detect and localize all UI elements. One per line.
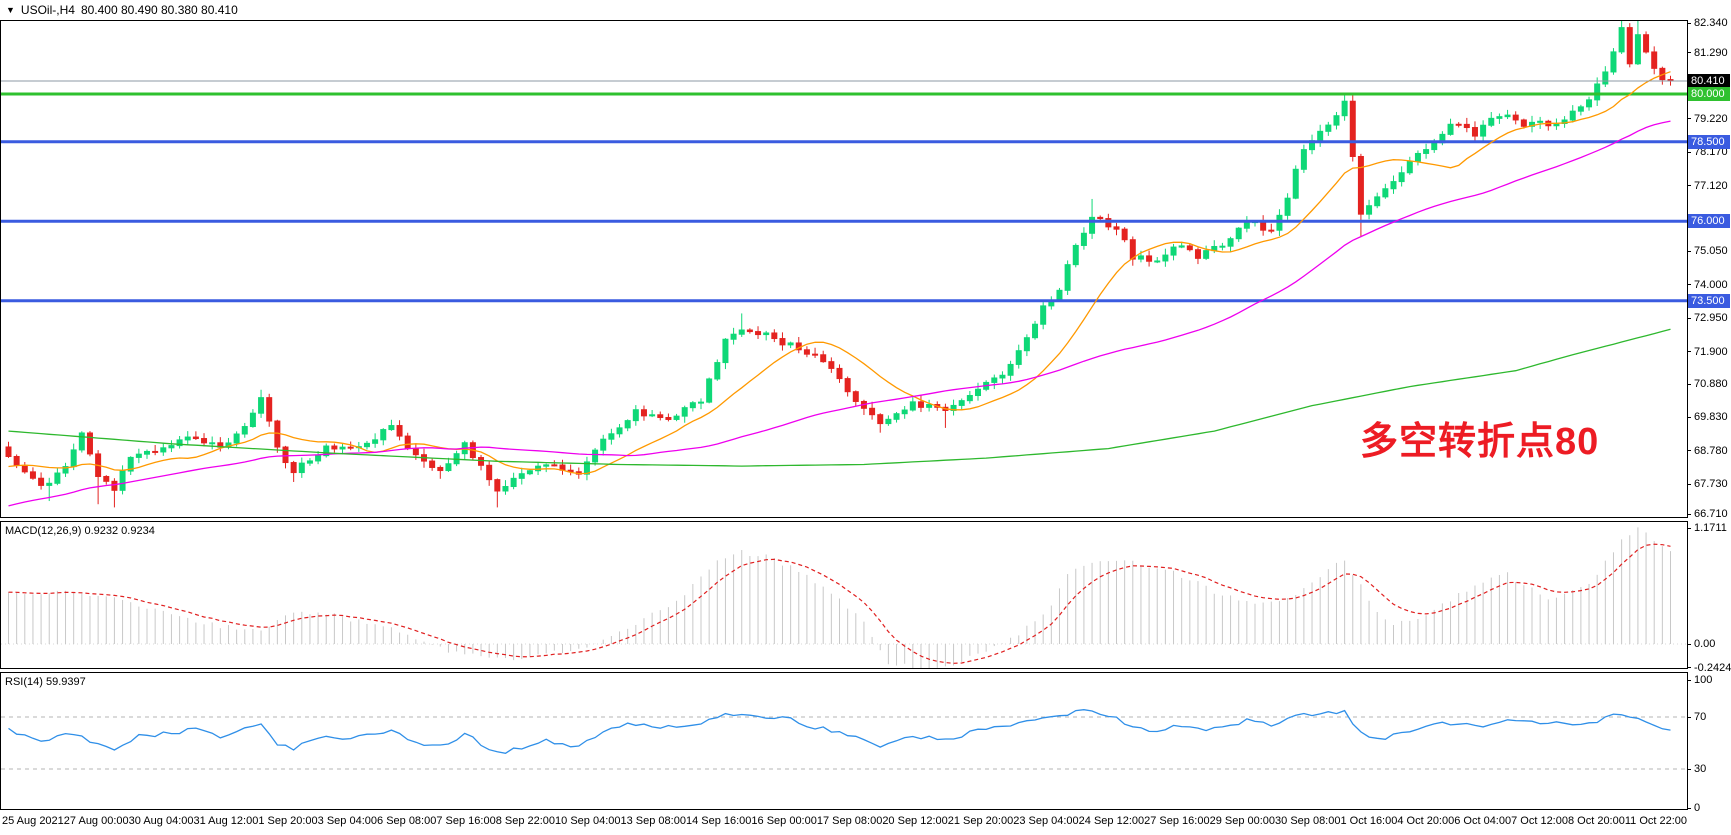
time-axis-label: 11 Oct 22:00 bbox=[1624, 815, 1688, 827]
macd-axis-label: -0.2424 bbox=[1694, 661, 1731, 674]
chart-symbol-period: USOil-,H4 bbox=[20, 3, 75, 17]
candlestick-chart[interactable] bbox=[1, 21, 1687, 517]
rsi-axis-label: 70 bbox=[1694, 711, 1707, 723]
price-tick-label: 70.880 bbox=[1694, 378, 1728, 391]
rsi-axis-label-tick bbox=[1687, 768, 1691, 770]
price-tick-label-tick bbox=[1687, 450, 1691, 452]
time-axis-label: 6 Oct 04:00 bbox=[1454, 815, 1512, 827]
rsi-axis-label-tick bbox=[1687, 716, 1691, 718]
time-axis-label: 8 Oct 20:00 bbox=[1567, 815, 1625, 827]
rsi-axis-label: 0 bbox=[1694, 802, 1701, 814]
time-axis-label: 29 Sep 00:00 bbox=[1209, 815, 1276, 827]
price-tick-label-tick bbox=[1687, 383, 1691, 385]
macd-axis-label: 0.00 bbox=[1694, 638, 1716, 650]
price-tick-label: 81.290 bbox=[1694, 46, 1728, 59]
time-axis-label: 21 Sep 20:00 bbox=[947, 815, 1014, 827]
time-axis-label: 24 Sep 12:00 bbox=[1078, 815, 1145, 827]
time-axis-label: 10 Sep 04:00 bbox=[555, 815, 621, 827]
time-axis-label: 31 Aug 12:00 bbox=[193, 815, 259, 827]
price-tick-label: 72.950 bbox=[1694, 312, 1728, 325]
time-axis-label: 7 Oct 12:00 bbox=[1511, 815, 1568, 827]
price-tick-label-tick bbox=[1687, 351, 1691, 353]
price-tick-label-tick bbox=[1687, 416, 1691, 418]
macd-indicator-panel[interactable]: MACD(12,26,9) 0.9232 0.9234 bbox=[0, 521, 1688, 669]
price-tick-label: 82.340 bbox=[1694, 17, 1728, 29]
price-tick-label-tick bbox=[1687, 250, 1691, 252]
price-line-label: 80.410 bbox=[1688, 73, 1730, 88]
time-axis-label: 14 Sep 16:00 bbox=[685, 815, 752, 827]
time-axis-label: 1 Oct 16:00 bbox=[1340, 815, 1398, 827]
price-tick-label-tick bbox=[1687, 513, 1691, 515]
price-tick-label: 69.830 bbox=[1694, 411, 1728, 424]
time-axis-label: 30 Aug 04:00 bbox=[128, 815, 194, 827]
time-axis-label: 8 Sep 22:00 bbox=[495, 815, 556, 827]
price-axis[interactable]: 82.340 81.290 79.220 78.170 77.120 75.050 74.0… bbox=[1687, 0, 1731, 814]
price-tick-label: 71.900 bbox=[1694, 345, 1728, 358]
price-tick-label-tick bbox=[1687, 22, 1691, 24]
price-tick-label-tick bbox=[1687, 52, 1691, 54]
time-axis-label: 30 Sep 08:00 bbox=[1275, 815, 1341, 827]
price-tick-label-tick bbox=[1687, 185, 1691, 187]
price-line-label: 80.000 bbox=[1688, 87, 1730, 101]
price-tick-label-tick bbox=[1687, 284, 1691, 286]
chart-title: ▼ USOil-,H4 80.400 80.490 80.380 80.410 bbox=[6, 3, 238, 17]
macd-axis-label-tick bbox=[1687, 643, 1691, 645]
price-tick-label: 67.730 bbox=[1694, 478, 1728, 491]
price-tick-label: 79.220 bbox=[1694, 112, 1728, 125]
macd-label: MACD(12,26,9) 0.9232 0.9234 bbox=[5, 525, 155, 537]
price-chart-panel[interactable] bbox=[0, 20, 1688, 518]
rsi-chart[interactable] bbox=[1, 673, 1687, 809]
price-line-label: 78.500 bbox=[1688, 134, 1730, 149]
price-tick-label-tick bbox=[1687, 151, 1691, 153]
rsi-axis-label-tick bbox=[1687, 679, 1691, 681]
rsi-axis-label-tick bbox=[1687, 807, 1691, 809]
time-axis-label: 20 Sep 12:00 bbox=[882, 815, 948, 827]
macd-axis-label: 1.1711 bbox=[1694, 522, 1727, 535]
time-axis-label: 7 Sep 16:00 bbox=[436, 815, 496, 827]
price-tick-label: 77.120 bbox=[1694, 179, 1728, 192]
price-tick-label-tick bbox=[1687, 483, 1691, 485]
time-axis-label: 1 Sep 20:00 bbox=[258, 815, 318, 827]
time-axis-label: 27 Sep 16:00 bbox=[1144, 815, 1210, 827]
price-tick-label: 68.780 bbox=[1694, 444, 1728, 457]
time-axis-label: 16 Sep 00:00 bbox=[751, 815, 817, 827]
price-line-label: 76.000 bbox=[1688, 214, 1730, 229]
time-axis-label: 4 Oct 20:00 bbox=[1397, 815, 1455, 827]
macd-axis-label-tick bbox=[1687, 667, 1691, 669]
price-line-label: 73.500 bbox=[1688, 293, 1730, 308]
time-axis-label: 23 Sep 04:00 bbox=[1013, 815, 1079, 827]
time-axis-label: 6 Sep 08:00 bbox=[377, 815, 437, 827]
chart-ohlc-values: 80.400 80.490 80.380 80.410 bbox=[80, 3, 238, 17]
time-axis-label: 27 Aug 00:00 bbox=[63, 815, 129, 827]
time-axis-label: 13 Sep 08:00 bbox=[620, 815, 686, 827]
rsi-label: RSI(14) 59.9397 bbox=[5, 676, 86, 688]
price-tick-label: 75.050 bbox=[1694, 245, 1728, 258]
time-axis-label: 3 Sep 04:00 bbox=[317, 815, 378, 827]
time-axis[interactable]: 25 Aug 2021 27 Aug 00:00 30 Aug 04:00 31 Au… bbox=[0, 815, 1688, 827]
time-axis-label: 25 Aug 2021 bbox=[2, 815, 64, 827]
rsi-axis-label: 30 bbox=[1694, 763, 1707, 775]
macd-chart[interactable] bbox=[1, 522, 1687, 668]
time-axis-label: 17 Sep 08:00 bbox=[816, 815, 883, 827]
annotation-text: 多空转折点80 bbox=[1360, 421, 1600, 463]
price-tick-label-tick bbox=[1687, 317, 1691, 319]
rsi-indicator-panel[interactable]: RSI(14) 59.9397 bbox=[0, 672, 1688, 810]
price-tick-label: 78.170 bbox=[1694, 146, 1728, 159]
price-tick-label-tick bbox=[1687, 118, 1691, 120]
rsi-axis-label: 100 bbox=[1694, 674, 1713, 686]
price-tick-label: 66.710 bbox=[1694, 508, 1728, 520]
chart-dropdown-icon[interactable]: ▼ bbox=[6, 5, 15, 15]
macd-axis-label-tick bbox=[1687, 527, 1691, 529]
price-tick-label: 74.000 bbox=[1694, 278, 1728, 291]
